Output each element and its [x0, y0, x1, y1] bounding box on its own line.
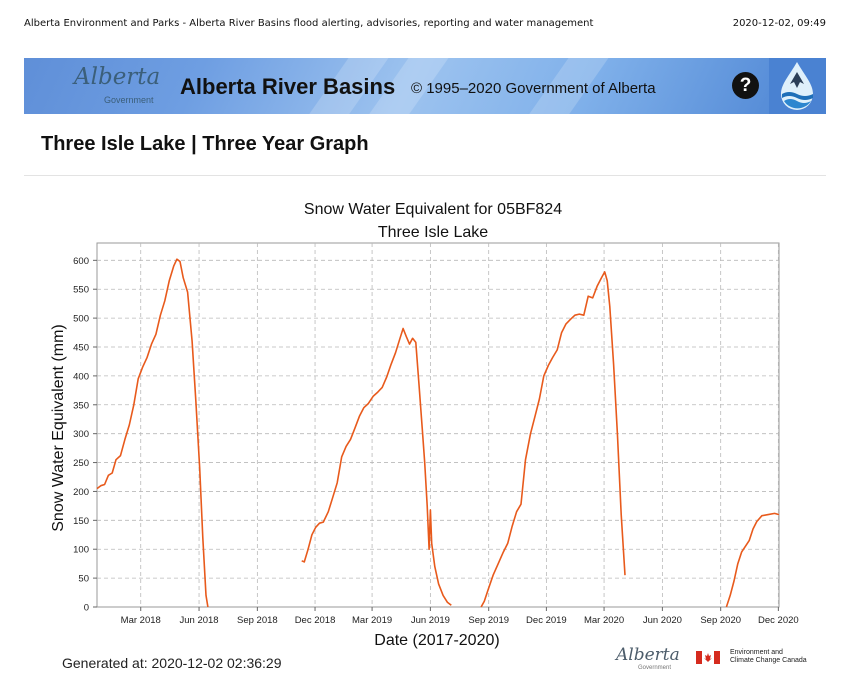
y-tick-label: 600 — [73, 256, 89, 267]
x-tick-label: Jun 2019 — [411, 615, 450, 626]
x-tick-label: Jun 2018 — [179, 615, 218, 626]
footer-alberta-subtitle: Government — [638, 665, 672, 671]
grid-lines — [97, 243, 779, 607]
water-drop-logo-icon — [769, 58, 826, 114]
swe-series-line — [480, 271, 626, 608]
alberta-logo[interactable]: Alberta Government — [56, 64, 166, 110]
x-tick-label: Mar 2019 — [352, 615, 392, 626]
footer-logos: Alberta Government Environment and Clima… — [616, 645, 816, 673]
eccc-line-1: Environment and — [730, 649, 783, 656]
swe-series-line — [96, 258, 209, 608]
swe-series-line — [725, 512, 780, 608]
x-tick-label: Dec 2018 — [295, 615, 336, 626]
copyright-text: © 1995–2020 Government of Alberta — [411, 80, 656, 97]
y-tick-label: 550 — [73, 285, 89, 296]
eccc-line-2: Climate Change Canada — [730, 657, 807, 664]
help-icon[interactable]: ? — [732, 72, 759, 99]
x-tick-label: Jun 2020 — [643, 615, 682, 626]
print-header-timestamp: 2020-12-02, 09:49 — [732, 18, 826, 29]
y-tick-label: 400 — [73, 371, 89, 382]
print-header-title: Alberta Environment and Parks - Alberta … — [24, 18, 594, 29]
y-tick-label: 150 — [73, 516, 89, 527]
footer-alberta-logo: Alberta — [616, 645, 680, 665]
eccc-label: Environment and Climate Change Canada — [730, 649, 807, 665]
alberta-logo-subtitle: Government — [104, 95, 154, 105]
swe-chart: Snow Water Equivalent for 05BF824 Three … — [50, 201, 799, 649]
swe-series-line — [301, 327, 452, 606]
page-title: Three Isle Lake | Three Year Graph — [41, 133, 369, 155]
print-header: Alberta Environment and Parks - Alberta … — [24, 18, 826, 34]
site-title[interactable]: Alberta River Basins — [180, 74, 396, 99]
y-tick-label: 0 — [84, 603, 89, 614]
plot-area — [96, 242, 780, 608]
chart-title: Snow Water Equivalent for 05BF824 — [304, 201, 562, 218]
y-tick-label: 200 — [73, 487, 89, 498]
x-axis-ticks: Mar 2018 Jun 2018 Sep 2018 Dec 2018 Mar 2019… — [121, 607, 799, 626]
x-axis-label: Date (2017-2020) — [374, 632, 499, 649]
y-axis-label: Snow Water Equivalent (mm) — [50, 324, 67, 531]
chart-subtitle: Three Isle Lake — [378, 224, 488, 241]
x-tick-label: Mar 2018 — [121, 615, 161, 626]
site-banner: Alberta Government Alberta River Basins … — [24, 58, 826, 114]
y-tick-label: 50 — [78, 574, 89, 585]
x-tick-label: Sep 2018 — [237, 615, 278, 626]
alberta-logo-wordmark: Alberta — [74, 64, 161, 90]
y-tick-label: 100 — [73, 545, 89, 556]
x-tick-label: Sep 2019 — [468, 615, 509, 626]
x-tick-label: Mar 2020 — [584, 615, 624, 626]
y-tick-label: 250 — [73, 458, 89, 469]
x-tick-label: Sep 2020 — [700, 615, 741, 626]
y-tick-label: 500 — [73, 314, 89, 325]
x-tick-label: Dec 2020 — [758, 615, 799, 626]
series-lines — [96, 258, 780, 608]
y-tick-label: 300 — [73, 429, 89, 440]
y-tick-label: 350 — [73, 400, 89, 411]
canada-flag-icon — [696, 651, 720, 664]
y-tick-label: 450 — [73, 343, 89, 354]
divider — [24, 175, 826, 176]
generated-timestamp: Generated at: 2020-12-02 02:36:29 — [62, 655, 282, 671]
y-axis-ticks: 0 50 100 150 200 250 300 350 400 450 500 550 600 — [73, 256, 97, 614]
x-tick-label: Dec 2019 — [526, 615, 567, 626]
